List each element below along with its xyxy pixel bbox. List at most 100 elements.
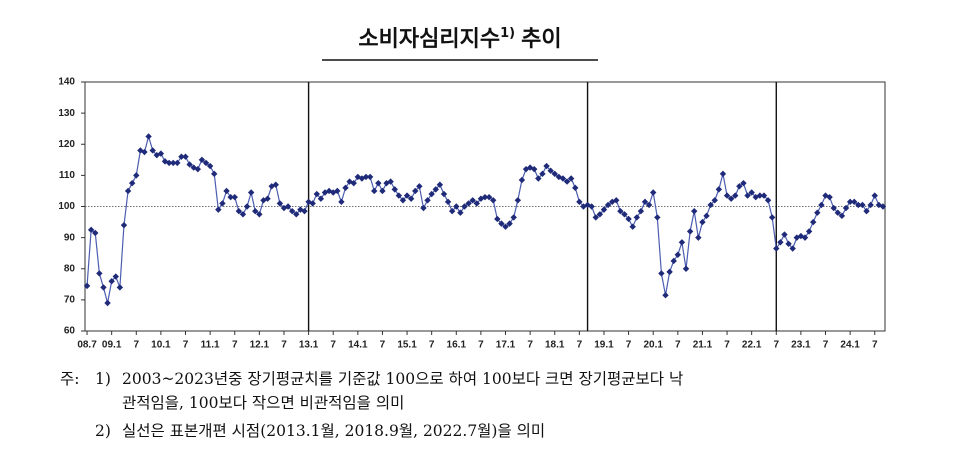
x-tick-label: 7 [626, 340, 632, 351]
data-point [223, 187, 230, 195]
data-point [83, 282, 91, 290]
data-point [851, 198, 858, 206]
data-point [621, 211, 628, 218]
data-point [629, 223, 636, 230]
data-point [547, 167, 554, 174]
data-point [211, 170, 218, 178]
data-point [124, 187, 132, 195]
x-tick-label: 7 [380, 340, 386, 351]
y-tick-label: 90 [64, 232, 76, 243]
data-point [617, 207, 624, 215]
data-point [838, 212, 846, 220]
data-point [871, 192, 878, 199]
data-point [104, 299, 111, 307]
data-point [842, 204, 850, 212]
data-point [161, 158, 169, 165]
data-point [543, 162, 550, 170]
data-point [120, 221, 128, 229]
data-point [518, 176, 526, 184]
data-point [674, 251, 682, 258]
data-point [198, 156, 206, 164]
data-point [403, 192, 411, 199]
note-marker: 1) [95, 370, 111, 388]
data-point [284, 203, 292, 210]
data-point [567, 175, 575, 182]
x-tick-label: 08.7 [77, 340, 97, 351]
data-point [818, 201, 825, 209]
data-point [424, 197, 431, 204]
data-point [814, 209, 821, 216]
data-point [428, 190, 435, 198]
x-tick-label: 7 [183, 340, 189, 351]
data-point [670, 257, 677, 265]
title-suffix: 추이 [521, 27, 561, 52]
x-tick-label: 7 [823, 340, 829, 351]
data-point [633, 214, 640, 221]
data-point [740, 179, 747, 187]
data-point [375, 179, 382, 187]
data-point [473, 200, 480, 207]
x-tick-label: 13.1 [299, 340, 319, 351]
data-point [592, 214, 599, 221]
data-point [317, 195, 325, 202]
data-point [650, 189, 657, 196]
data-point [879, 203, 887, 210]
x-tick-label: 11.1 [201, 340, 220, 351]
data-point [531, 165, 538, 173]
data-point [773, 245, 780, 252]
data-point [444, 198, 452, 206]
data-point [666, 268, 673, 276]
data-point [141, 148, 148, 156]
data-point [637, 207, 645, 215]
data-point [826, 193, 833, 201]
data-point [182, 153, 189, 160]
data-point [863, 207, 870, 215]
data-point [613, 197, 620, 204]
x-tick-label: 24.1 [840, 340, 860, 351]
x-tick-label: 7 [774, 340, 780, 351]
data-point [387, 178, 394, 185]
data-point [391, 186, 398, 193]
data-point [744, 192, 751, 199]
data-point [243, 203, 251, 210]
data-point [202, 159, 210, 167]
data-point [457, 209, 464, 216]
data-point [215, 206, 222, 213]
data-point [654, 214, 661, 221]
data-point [711, 197, 718, 204]
data-point [625, 215, 632, 223]
data-point [272, 181, 279, 188]
data-point [190, 164, 197, 171]
data-point [810, 218, 817, 226]
data-point [145, 133, 152, 140]
data-point [362, 173, 370, 181]
notes-label: 주: [60, 370, 79, 388]
data-point [764, 197, 772, 204]
x-tick-label: 7 [281, 340, 287, 351]
data-point [662, 292, 669, 299]
data-point [383, 179, 390, 187]
data-point [288, 207, 296, 215]
data-point [133, 172, 140, 179]
data-point [420, 204, 427, 212]
data-point [514, 197, 522, 204]
x-tick-label: 12.1 [250, 340, 270, 351]
data-point [485, 193, 493, 201]
x-tick-label: 22.1 [742, 340, 762, 351]
chart-title: 소비자심리지수 [358, 27, 500, 52]
data-point [92, 229, 99, 237]
x-tick-label: 7 [330, 340, 336, 351]
x-tick-label: 7 [478, 340, 484, 351]
data-point [149, 147, 156, 154]
chart-title-group: 소비자심리지수1) 추이 [358, 26, 561, 52]
y-tick-label: 130 [58, 108, 75, 119]
data-point [276, 200, 284, 207]
x-tick-label: 7 [675, 340, 681, 351]
data-point [867, 201, 874, 209]
data-point [170, 159, 177, 167]
data-point [494, 215, 501, 223]
data-point [699, 218, 706, 226]
data-point [855, 201, 862, 209]
data-point [526, 164, 534, 171]
data-point [465, 200, 472, 207]
